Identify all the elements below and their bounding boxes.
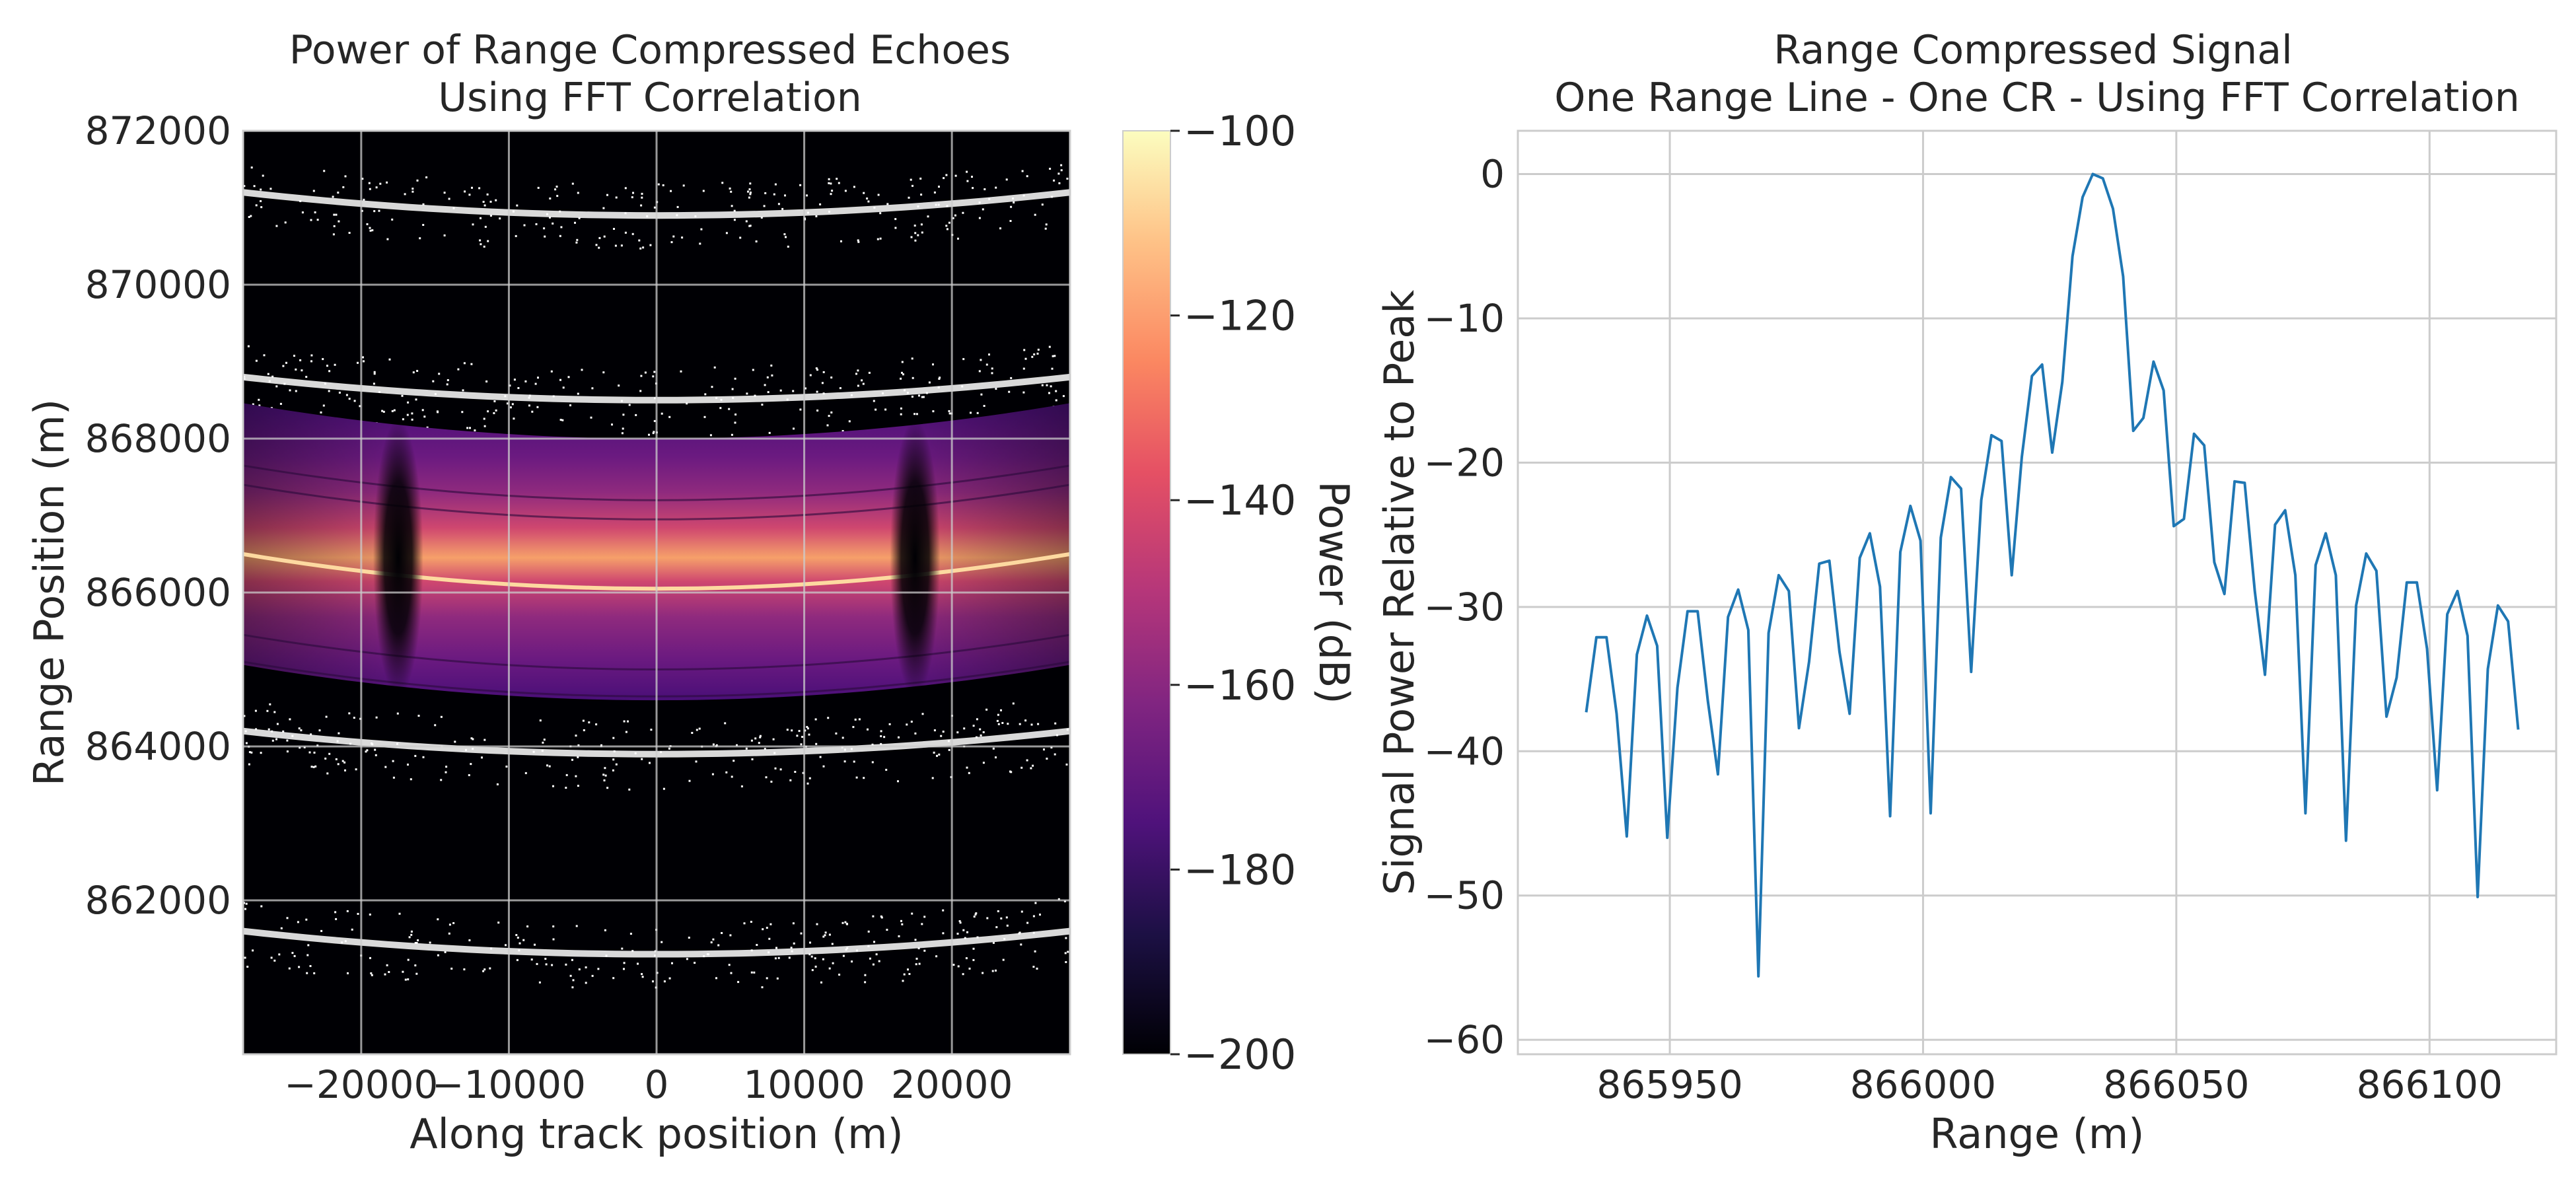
line-x-label: Range (m) [1930,1110,2145,1158]
heatmap-panel: Power of Range Compressed Echoes Using F… [25,27,1358,1158]
line-panel: Range Compressed Signal One Range Line -… [1375,27,2558,1158]
line-y-label: Signal Power Relative to Peak [1375,290,1423,895]
colorbar [1122,130,1171,1055]
y-tick-label: 862000 [85,878,231,923]
y-tick-label: 866000 [85,570,231,615]
line-plot-area [1518,131,2556,1054]
heatmap-grid [243,131,1070,1054]
noise-arc-speckle-2 [243,702,1069,791]
line-title-line2: One Range Line - One CR - Using FFT Corr… [1554,75,2520,121]
x-tick-label: −10000 [432,1062,586,1107]
x-tick-label: 866050 [2103,1062,2249,1107]
y-tick-label: −40 [1424,729,1505,774]
x-tick-label: 866000 [1850,1062,1996,1107]
y-tick-label: −10 [1424,296,1505,341]
heatmap-x-ticks: −20000−10000 0 10000 20000 [284,1062,1013,1107]
x-tick-label: 10000 [743,1062,865,1107]
heatmap-y-ticks: 862000 864000 866000 868000 870000 872000 [85,108,231,923]
y-tick-label: −20 [1424,440,1505,485]
noise-arc-speckle-4 [243,164,1069,250]
x-tick-label: 20000 [891,1062,1013,1107]
colorbar-tick-label: −100 [1184,107,1296,155]
colorbar-ticks: −200 −180 −160 −140 −120 −100 [1170,107,1296,1079]
heatmap-frame [242,129,1071,1056]
heatmap-x-label: Along track position (m) [410,1110,903,1158]
colorbar-tick-label: −200 [1184,1030,1296,1079]
y-tick-label: 872000 [85,108,231,153]
line-frame [1517,129,2558,1056]
colorbar-label: Power (dB) [1310,481,1358,703]
noise-arc-speckle-1 [243,898,1069,989]
y-tick-label: 868000 [85,416,231,461]
colorbar-tick-label: −180 [1184,846,1296,894]
line-y-ticks: 0 −10 −20 −30 −40 −50 −60 [1424,152,1505,1063]
y-tick-label: −50 [1424,873,1505,918]
y-tick-label: −60 [1424,1017,1505,1062]
x-tick-label: 0 [645,1062,669,1107]
y-tick-label: 864000 [85,724,231,769]
null-column-1 [373,419,423,697]
colorbar-tick-label: −140 [1184,476,1296,524]
line-x-ticks: 865950 866000 866050 866100 [1596,1062,2503,1107]
line-series-signal-power [1585,172,2520,978]
x-tick-label: 866100 [2357,1062,2503,1107]
y-tick-label: 0 [1480,152,1505,197]
heatmap-title-line1: Power of Range Compressed Echoes [289,27,1011,73]
colorbar-tick-label: −120 [1184,292,1296,340]
colorbar-tick-label: −160 [1184,661,1296,709]
x-tick-label: 865950 [1596,1062,1742,1107]
line-title-line1: Range Compressed Signal [1773,27,2293,73]
x-tick-label: −20000 [284,1062,438,1107]
y-tick-label: −30 [1424,585,1505,630]
null-column-2 [890,419,941,697]
heatmap-noise-arcs [243,164,1070,989]
y-tick-label: 870000 [85,262,231,307]
heatmap-y-label: Range Position (m) [25,399,73,786]
heatmap-title-line2: Using FFT Correlation [438,75,862,121]
